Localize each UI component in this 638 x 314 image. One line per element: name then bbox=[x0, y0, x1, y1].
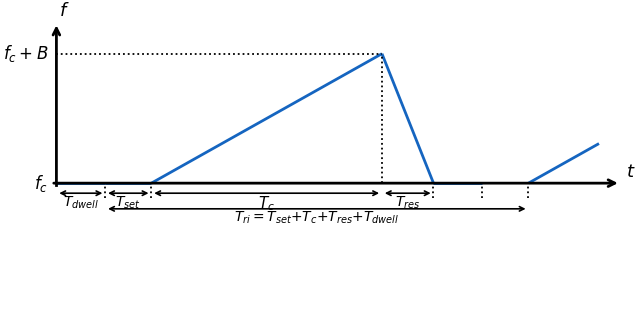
Text: $T_{res}$: $T_{res}$ bbox=[395, 194, 420, 211]
Text: $f_c+B$: $f_c+B$ bbox=[3, 43, 48, 64]
Text: $T_c$: $T_c$ bbox=[258, 194, 275, 213]
Text: $T_{dwell}$: $T_{dwell}$ bbox=[63, 194, 99, 211]
Text: $T_{set}$: $T_{set}$ bbox=[115, 194, 141, 211]
Text: $f_c$: $f_c$ bbox=[34, 173, 48, 194]
Text: $t$: $t$ bbox=[626, 163, 635, 181]
Text: $T_{ri} = T_{set}$+$T_c$+$T_{res}$+$T_{dwell}$: $T_{ri} = T_{set}$+$T_c$+$T_{res}$+$T_{d… bbox=[234, 210, 399, 226]
Text: $f$: $f$ bbox=[59, 2, 70, 20]
